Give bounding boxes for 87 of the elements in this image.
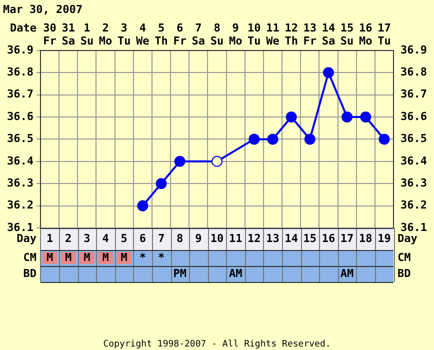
point bbox=[174, 156, 186, 167]
text: * bbox=[139, 250, 146, 264]
x-tick-label: 7 Sa bbox=[192, 21, 206, 48]
text: 7 bbox=[158, 232, 165, 245]
point bbox=[342, 112, 353, 122]
x-tick-label: 15 Su bbox=[340, 21, 354, 48]
y2-tick-label: 36.6 bbox=[400, 110, 428, 123]
y-tick-label: 36.3 bbox=[6, 176, 34, 190]
y2-tick-label: 36.2 bbox=[400, 198, 428, 212]
text: 13 bbox=[266, 232, 280, 245]
text: 19 bbox=[378, 232, 391, 245]
y2-tick-label: 36.4 bbox=[400, 154, 428, 168]
y-tick-label: 36.4 bbox=[6, 154, 34, 168]
text: 14 bbox=[284, 232, 298, 245]
y2-tick-label: 36.7 bbox=[400, 88, 428, 101]
x-axis-title: Date bbox=[10, 21, 37, 34]
text: M bbox=[84, 250, 91, 264]
y2-tick-label: 36.3 bbox=[400, 176, 428, 190]
point bbox=[378, 134, 390, 145]
y2-tick-label: 36.1 bbox=[400, 220, 428, 234]
text: AM bbox=[228, 266, 243, 280]
text: 11 bbox=[228, 232, 243, 245]
x-tick-label: 17 Tu bbox=[378, 21, 391, 48]
point bbox=[360, 112, 372, 122]
point bbox=[248, 134, 260, 145]
text: 1 bbox=[46, 232, 54, 245]
x-tick-label: 12 Th bbox=[284, 21, 298, 48]
text: M bbox=[102, 250, 110, 264]
point bbox=[304, 134, 316, 145]
point bbox=[267, 134, 278, 145]
text: PM bbox=[173, 266, 187, 280]
text: 8 bbox=[176, 232, 184, 245]
text: Copyright 1998-2007 - All Rights Reserved. bbox=[103, 339, 331, 350]
text: 16 bbox=[322, 232, 336, 245]
text: CM bbox=[23, 250, 37, 264]
y-tick-label: 36.1 bbox=[6, 220, 34, 234]
point bbox=[156, 178, 167, 190]
text: 5 bbox=[120, 232, 128, 245]
y2-tick-label: 36.5 bbox=[400, 132, 428, 146]
text: BD bbox=[398, 266, 412, 280]
text: Day bbox=[398, 232, 418, 245]
point bbox=[286, 112, 297, 122]
text: M bbox=[65, 250, 72, 264]
point bbox=[212, 156, 222, 167]
y-tick-label: 36.2 bbox=[6, 198, 34, 212]
text: AM bbox=[340, 266, 354, 280]
text: 3 bbox=[84, 232, 90, 245]
y-tick-label: 36.6 bbox=[6, 110, 34, 123]
text: * bbox=[158, 250, 165, 264]
x-tick-label: 4 We bbox=[136, 21, 150, 48]
x-tick-label: 16 Mo bbox=[359, 21, 373, 48]
text: CM bbox=[398, 250, 412, 264]
x-tick-label: 13 Fr bbox=[303, 21, 317, 48]
text: BD bbox=[23, 266, 37, 280]
x-tick-label: 31 Sa bbox=[62, 21, 76, 48]
text: 12 bbox=[248, 232, 261, 245]
text: 18 bbox=[359, 232, 372, 245]
x-tick-label: 14 Sa bbox=[322, 21, 336, 48]
text: 15 bbox=[303, 232, 317, 245]
y2-tick-label: 36.8 bbox=[400, 65, 428, 78]
x-tick-label: 8 Su bbox=[210, 21, 224, 48]
point bbox=[322, 67, 334, 78]
x-tick-label: 10 Tu bbox=[248, 21, 261, 48]
text: Day bbox=[16, 232, 37, 245]
x-tick-label: 2 Mo bbox=[98, 21, 113, 48]
y-tick-label: 36.7 bbox=[6, 88, 34, 101]
text: M bbox=[120, 250, 128, 264]
y-tick-label: 36.5 bbox=[6, 132, 34, 146]
x-tick-label: 11 We bbox=[266, 21, 280, 48]
y-tick-label: 36.8 bbox=[6, 65, 34, 78]
text: 17 bbox=[340, 232, 354, 245]
x-tick-label: 9 Mo bbox=[228, 21, 243, 48]
text: 9 bbox=[195, 232, 202, 245]
text: M bbox=[46, 250, 54, 264]
x-tick-label: 1 Su bbox=[80, 21, 94, 48]
x-tick-label: 3 Tu bbox=[117, 21, 131, 48]
y-tick-label: 36.9 bbox=[6, 43, 34, 56]
point bbox=[137, 200, 148, 212]
x-tick-label: 6 Fr bbox=[173, 21, 187, 48]
text: 2 bbox=[65, 232, 72, 245]
text: 6 bbox=[139, 232, 146, 245]
x-tick-label: 5 Th bbox=[154, 21, 168, 48]
chart-title: Mar 30, 2007 bbox=[3, 2, 82, 16]
y2-tick-label: 36.9 bbox=[400, 43, 428, 56]
x-tick-label: 30 Fr bbox=[43, 21, 57, 48]
text: 10 bbox=[210, 232, 224, 245]
text: 4 bbox=[102, 232, 110, 245]
